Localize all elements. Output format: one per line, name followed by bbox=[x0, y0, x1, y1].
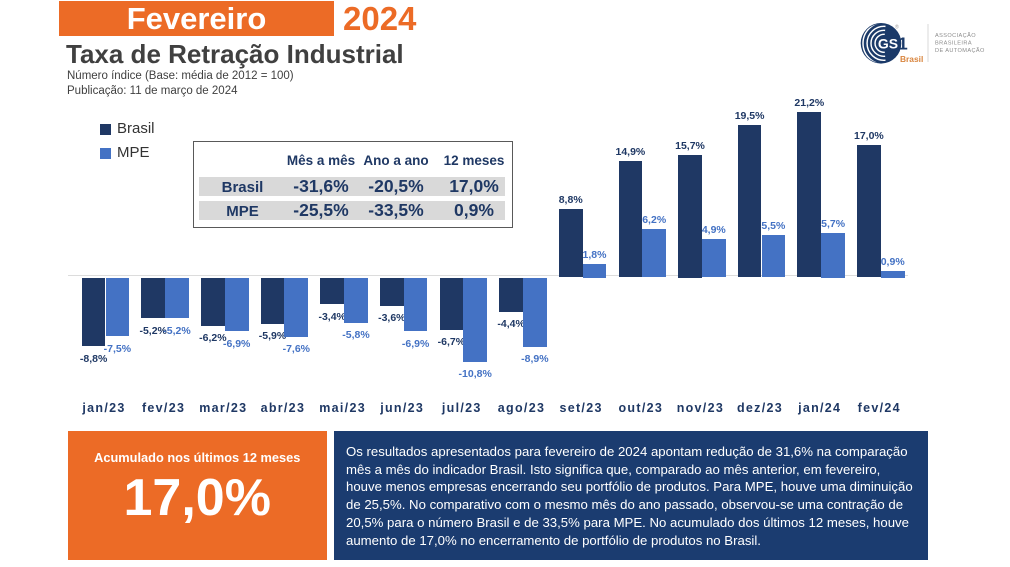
svg-text:BRASILEIRA: BRASILEIRA bbox=[935, 41, 972, 47]
svg-text:GS: GS bbox=[878, 35, 898, 51]
svg-text:DE AUTOMAÇÃO: DE AUTOMAÇÃO bbox=[935, 47, 985, 54]
svg-text:1: 1 bbox=[898, 33, 908, 53]
svg-text:®: ® bbox=[895, 24, 899, 31]
svg-text:Brasil: Brasil bbox=[900, 54, 923, 64]
svg-text:ASSOCIAÇÃO: ASSOCIAÇÃO bbox=[935, 32, 976, 39]
